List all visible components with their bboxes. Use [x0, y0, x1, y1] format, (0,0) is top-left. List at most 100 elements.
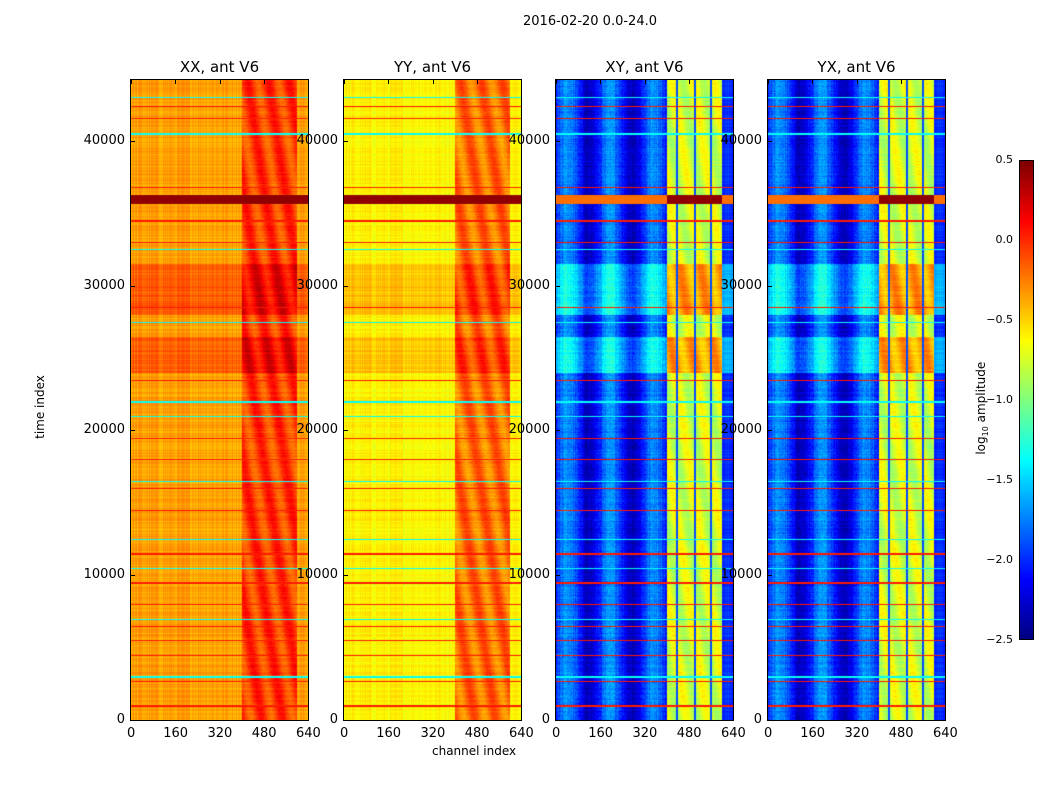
x-tick-label: 480	[888, 726, 914, 741]
y-tick-label: 10000	[296, 567, 338, 583]
x-tick-label: 480	[251, 726, 277, 741]
y-tick-label: 10000	[508, 567, 550, 583]
colorbar-tick-label: −2.0	[986, 553, 1013, 566]
y-tick-label: 30000	[720, 277, 762, 293]
x-tick-mark	[476, 80, 478, 84]
heatmap-panel-3: YX, ant V6 0 160 320 480 640 0 10000 20000 30000 4…	[721, 58, 958, 741]
x-tick-mark	[600, 80, 602, 84]
y-tick-label: 40000	[508, 132, 550, 148]
x-tick-mark	[388, 80, 390, 84]
x-tick-mark	[768, 80, 769, 84]
x-tick-mark	[733, 80, 734, 84]
x-tick-mark	[856, 80, 858, 84]
y-tick-label: 20000	[83, 422, 125, 438]
y-tick-mark	[344, 575, 348, 577]
x-tick-mark	[263, 80, 265, 84]
x-tick-mark	[688, 80, 690, 84]
x-tick-mark	[900, 80, 902, 84]
x-tick-label: 320	[207, 726, 233, 741]
heatmap-panel-0: XX, ant V6 0 160 320 480 640 0 10000 20000 30000 4…	[84, 58, 321, 741]
y-tick-label: 0	[329, 712, 338, 727]
x-tick-label: 640	[933, 726, 958, 741]
axes-frame	[343, 79, 522, 721]
x-tick-label: 640	[296, 726, 321, 741]
x-tick-label: 320	[844, 726, 870, 741]
x-tick-label: 480	[676, 726, 702, 741]
x-tick-mark	[344, 80, 345, 84]
y-tick-label: 0	[753, 712, 762, 727]
y-tick-mark	[344, 430, 348, 432]
y-tick-mark	[768, 720, 772, 721]
y-tick-mark	[556, 285, 560, 287]
y-tick-label: 30000	[83, 277, 125, 293]
colorbar-tick-label: −1.0	[986, 393, 1013, 406]
y-tick-label: 30000	[296, 277, 338, 293]
x-tick-label: 0	[552, 726, 561, 741]
x-tick-label: 160	[588, 726, 614, 741]
y-axis-label: time index	[33, 375, 47, 439]
x-tick-label: 640	[509, 726, 534, 741]
y-tick-mark	[768, 140, 772, 142]
y-tick-mark	[131, 430, 135, 432]
x-tick-label: 320	[632, 726, 658, 741]
x-tick-mark	[219, 80, 221, 84]
y-tick-mark	[131, 720, 135, 721]
heatmap-panel-2: XY, ant V6 0 160 320 480 640 0 10000 20000 30000 4…	[509, 58, 746, 741]
y-tick-label: 10000	[720, 567, 762, 583]
y-tick-mark	[131, 575, 135, 577]
heatmap-image	[131, 80, 308, 720]
y-tick-mark	[344, 720, 348, 721]
figure-title: 2016-02-20 0.0-24.0	[523, 14, 657, 29]
heatmap-image	[344, 80, 521, 720]
panel-title: YY, ant V6	[393, 58, 471, 76]
axes-frame	[130, 79, 309, 721]
colorbar-tick-label: −1.5	[986, 473, 1013, 486]
heatmap-panel-1: YY, ant V6 0 160 320 480 640 0 10000 20000 30000 4…	[297, 58, 534, 741]
x-tick-label: 320	[420, 726, 446, 741]
y-tick-mark	[768, 285, 772, 287]
colorbar-tick-label: −0.5	[986, 313, 1013, 326]
y-tick-mark	[556, 430, 560, 432]
x-tick-label: 0	[764, 726, 773, 741]
y-tick-label: 40000	[720, 132, 762, 148]
y-tick-mark	[768, 575, 772, 577]
y-tick-label: 40000	[83, 132, 125, 148]
y-tick-mark	[344, 285, 348, 287]
colorbar-tick-label: −2.5	[986, 633, 1013, 646]
x-tick-mark	[131, 80, 132, 84]
colorbar-label: log10 amplitude	[973, 361, 991, 455]
x-tick-mark	[644, 80, 646, 84]
y-tick-mark	[556, 720, 560, 721]
panel-title: XX, ant V6	[179, 58, 260, 76]
y-tick-label: 40000	[296, 132, 338, 148]
x-tick-mark	[308, 80, 309, 84]
colorbar	[1019, 160, 1034, 640]
y-tick-label: 0	[541, 712, 550, 727]
y-tick-label: 20000	[720, 422, 762, 438]
x-tick-label: 160	[376, 726, 402, 741]
y-tick-label: 20000	[508, 422, 550, 438]
panel-title: YX, ant V6	[817, 58, 896, 76]
x-tick-mark	[521, 80, 522, 84]
x-axis-label: channel index	[432, 744, 517, 758]
heatmap-image	[768, 80, 945, 720]
heatmap-image	[556, 80, 733, 720]
y-tick-label: 10000	[83, 567, 125, 583]
panel-title: XY, ant V6	[605, 58, 684, 76]
axes-frame	[555, 79, 734, 721]
y-tick-mark	[344, 140, 348, 142]
colorbar-tick-label: 0.0	[995, 233, 1014, 246]
x-tick-label: 160	[163, 726, 189, 741]
y-tick-mark	[556, 575, 560, 577]
y-tick-mark	[556, 140, 560, 142]
y-tick-label: 0	[116, 712, 125, 727]
x-tick-label: 0	[340, 726, 349, 741]
y-tick-label: 30000	[508, 277, 550, 293]
y-tick-label: 20000	[296, 422, 338, 438]
x-tick-label: 0	[127, 726, 136, 741]
x-tick-mark	[432, 80, 434, 84]
x-tick-label: 480	[464, 726, 490, 741]
x-tick-mark	[812, 80, 814, 84]
axes-frame	[767, 79, 946, 721]
